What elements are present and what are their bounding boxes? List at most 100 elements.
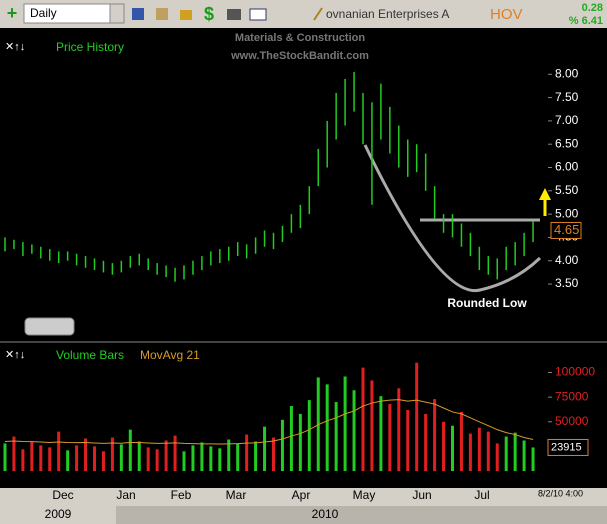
add-button[interactable] — [4, 6, 20, 22]
y-tick-label: 75000 — [555, 389, 589, 403]
lock-icon[interactable] — [180, 10, 192, 20]
volume-bar — [3, 443, 7, 471]
volume-bar — [361, 367, 365, 471]
volume-bar — [236, 443, 240, 471]
volume-bar — [164, 440, 168, 471]
y-tick-label: 100000 — [555, 365, 595, 379]
volume-bar — [272, 437, 275, 471]
month-label: May — [353, 488, 376, 502]
symbol: HOV — [490, 6, 523, 23]
last-price-box — [550, 221, 582, 239]
last-price: 4.65 — [554, 222, 579, 237]
volume-bar — [84, 438, 88, 471]
last-volume: 23915 — [551, 441, 582, 453]
volume-bar — [30, 441, 34, 471]
year-band — [116, 506, 607, 524]
volume-bar — [227, 439, 231, 471]
volume-bar — [254, 441, 258, 471]
month-label: Jan — [116, 488, 135, 502]
panel-icons[interactable]: ✕↑↓ — [5, 41, 25, 53]
watermark-2: www.TheStockBandit.com — [230, 50, 369, 62]
volume-bar — [415, 362, 419, 471]
volume-bar — [459, 411, 463, 471]
volume-bar — [146, 447, 150, 471]
volume-bar — [280, 419, 284, 471]
volume-bar — [12, 436, 16, 471]
month-label: Apr — [292, 488, 311, 502]
year-label: 2010 — [312, 507, 339, 521]
y-tick-label: 50000 — [555, 414, 589, 428]
volume-bar — [75, 445, 79, 471]
volume-bar — [128, 429, 132, 471]
volume-bar — [406, 409, 410, 471]
volume-bar — [101, 451, 105, 471]
y-tick-label: 5.00 — [555, 206, 579, 220]
volume-bar — [388, 404, 392, 471]
volume-bar — [209, 446, 213, 471]
volume-bar — [424, 413, 428, 471]
volume-bar — [200, 442, 204, 471]
volume-bar — [307, 400, 311, 471]
month-label: Jul — [474, 488, 489, 502]
annotation: Rounded Low — [447, 296, 527, 310]
volume-bar — [289, 406, 293, 471]
y-tick-label: 7.00 — [555, 113, 579, 127]
year-label: 2009 — [45, 507, 72, 521]
month-label: Dec — [52, 488, 73, 502]
y-tick-label: 6.50 — [555, 136, 579, 150]
volume-bar — [495, 443, 499, 471]
volume-bar — [191, 445, 195, 471]
volume-bar — [504, 436, 508, 471]
company-name: ovnanian Enterprises A — [326, 7, 449, 21]
save-icon[interactable] — [132, 8, 144, 20]
watermark-1: Materials & Construction — [235, 32, 365, 44]
period: Daily — [30, 6, 57, 20]
volume-bar — [66, 450, 70, 471]
volume-bar — [263, 426, 267, 471]
volume-bar — [442, 421, 446, 471]
y-tick-label: 7.50 — [555, 90, 579, 104]
volume-bar — [451, 425, 454, 471]
change: 0.28 — [582, 2, 603, 14]
rounded-low-curve — [363, 144, 542, 293]
info-icon[interactable] — [249, 8, 267, 21]
volume-bar — [334, 402, 338, 471]
volume-bar — [245, 434, 249, 471]
add-icon[interactable]: + — [7, 3, 18, 23]
y-tick-label: 8.00 — [555, 66, 579, 80]
volume-bar — [48, 447, 52, 471]
volume-bar — [21, 449, 25, 471]
last-date: 8/2/10 4:00 — [538, 488, 583, 498]
volume-bar — [531, 447, 535, 471]
volume-bar — [173, 435, 177, 471]
month-label: Feb — [171, 488, 192, 502]
volume-bar — [343, 376, 347, 471]
month-label: Jun — [412, 488, 431, 502]
arrow-head — [539, 188, 551, 200]
dropdown[interactable] — [109, 3, 125, 24]
edit-icon[interactable] — [156, 8, 168, 20]
print-icon[interactable] — [227, 9, 241, 20]
scroll-button[interactable] — [24, 317, 75, 336]
volume-bar — [218, 448, 222, 471]
volume-bar — [522, 440, 526, 471]
ma-title: MovAvg 21 — [140, 348, 200, 362]
volume-bar — [119, 444, 123, 471]
panel-icons[interactable]: ✕↑↓ — [5, 349, 25, 361]
volume-bar — [110, 437, 114, 471]
month-label: Mar — [226, 488, 247, 502]
volume-bar — [137, 441, 141, 471]
dollar-icon[interactable]: $ — [204, 4, 214, 24]
volume-bar — [298, 413, 302, 471]
volume-bar — [397, 388, 401, 471]
volume-bar — [477, 427, 481, 471]
volume-bar — [468, 433, 472, 471]
volume-bar — [57, 431, 61, 471]
y-tick-label: 5.50 — [555, 183, 579, 197]
volume-bar — [433, 399, 437, 471]
volume-bar — [155, 449, 159, 471]
pencil-icon[interactable] — [313, 7, 323, 21]
change-pct: % 6.41 — [569, 15, 603, 27]
